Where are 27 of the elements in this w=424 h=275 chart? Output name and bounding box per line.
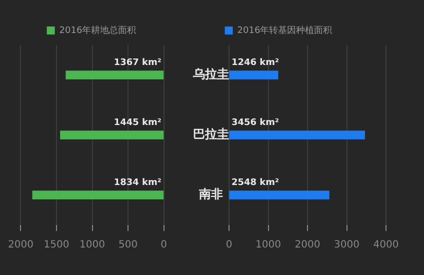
bar [229,130,365,140]
y-tick-label: 巴拉圭 [193,127,229,142]
x-tick-label: 4000 [373,240,399,251]
data-label: 1445 km² [114,118,162,128]
data-label: 3456 km² [232,118,280,128]
x-tick-label: 2000 [294,240,320,251]
y-tick-label: 南非 [198,187,223,202]
x-tick-label: 3000 [334,240,360,251]
bar [32,190,164,200]
x-tick-label: 500 [118,240,138,251]
data-label: 2548 km² [232,178,280,188]
x-tick-label: 1500 [44,240,70,251]
data-label: 1834 km² [114,178,162,188]
legend-label: 2016年转基因种植面积 [237,24,332,36]
bar [229,190,330,200]
bar [229,70,278,80]
x-tick-label: 0 [160,240,168,251]
data-label: 1246 km² [232,58,280,68]
x-tick-label: 2000 [8,240,34,251]
x-tick-label: 1000 [80,240,105,251]
x-tick-label: 0 [226,240,232,251]
x-tick-label: 1000 [256,240,281,251]
data-label: 1367 km² [114,58,162,68]
legend-label: 2016年耕地总面积 [59,24,136,36]
y-tick-label: 乌拉圭 [192,67,229,82]
bar [60,130,164,140]
bar [66,70,164,80]
